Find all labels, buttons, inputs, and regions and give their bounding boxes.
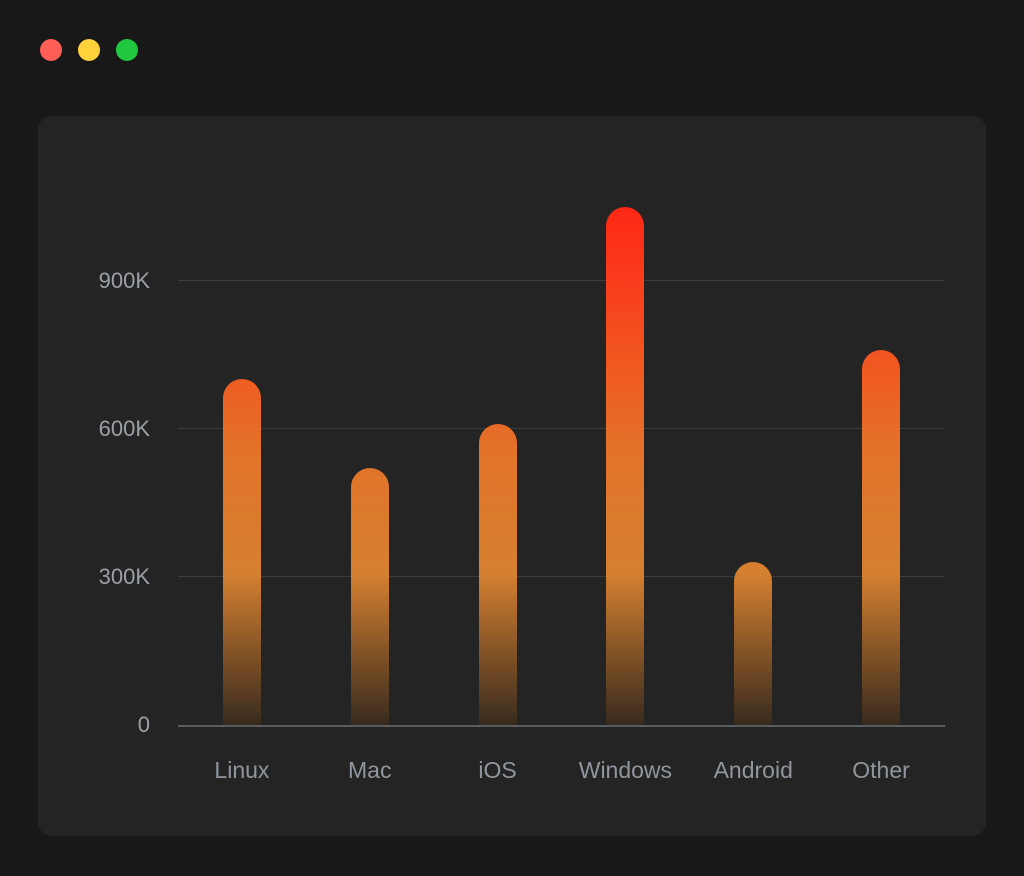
- y-axis-labels: 900K 600K 300K 0: [38, 182, 150, 737]
- window-titlebar: [40, 39, 138, 61]
- x-axis-label-android: Android: [713, 757, 793, 783]
- bar-android[interactable]: [734, 562, 773, 725]
- bar-linux[interactable]: [222, 379, 261, 725]
- bar-windows[interactable]: [606, 207, 645, 725]
- bar-slot-mac: [306, 182, 434, 725]
- y-tick-label: 0: [137, 712, 150, 737]
- y-tick-label: 600K: [98, 415, 150, 441]
- x-axis-label-ios: iOS: [478, 757, 517, 783]
- x-axis-labels: Linux Mac iOS Windows Android Other: [178, 757, 945, 784]
- gridline: [178, 575, 945, 577]
- minimize-button-icon[interactable]: [78, 39, 100, 61]
- x-axis-label-mac: Mac: [348, 757, 392, 783]
- y-tick-label: 900K: [98, 267, 150, 293]
- bar-other[interactable]: [862, 350, 901, 725]
- zoom-button-icon[interactable]: [116, 39, 138, 61]
- close-button-icon[interactable]: [40, 39, 62, 61]
- x-axis-label-other: Other: [852, 757, 910, 783]
- gridline: [178, 279, 945, 281]
- bar-ios[interactable]: [478, 424, 517, 725]
- bar-slot-linux: [178, 182, 306, 725]
- gridline: [178, 427, 945, 429]
- bar-slot-other: [817, 182, 945, 725]
- bar-slot-windows: [561, 182, 689, 725]
- bar-mac[interactable]: [350, 468, 389, 725]
- x-axis-label-windows: Windows: [578, 757, 673, 783]
- bar-chart-plot: [178, 182, 945, 727]
- x-axis-label-linux: Linux: [214, 757, 270, 783]
- bar-slot-ios: [434, 182, 562, 725]
- y-tick-label: 300K: [98, 563, 150, 589]
- chart-card: 900K 600K 300K 0 Linux Mac iOS Windows Android O…: [38, 116, 986, 836]
- bar-slot-android: [689, 182, 817, 725]
